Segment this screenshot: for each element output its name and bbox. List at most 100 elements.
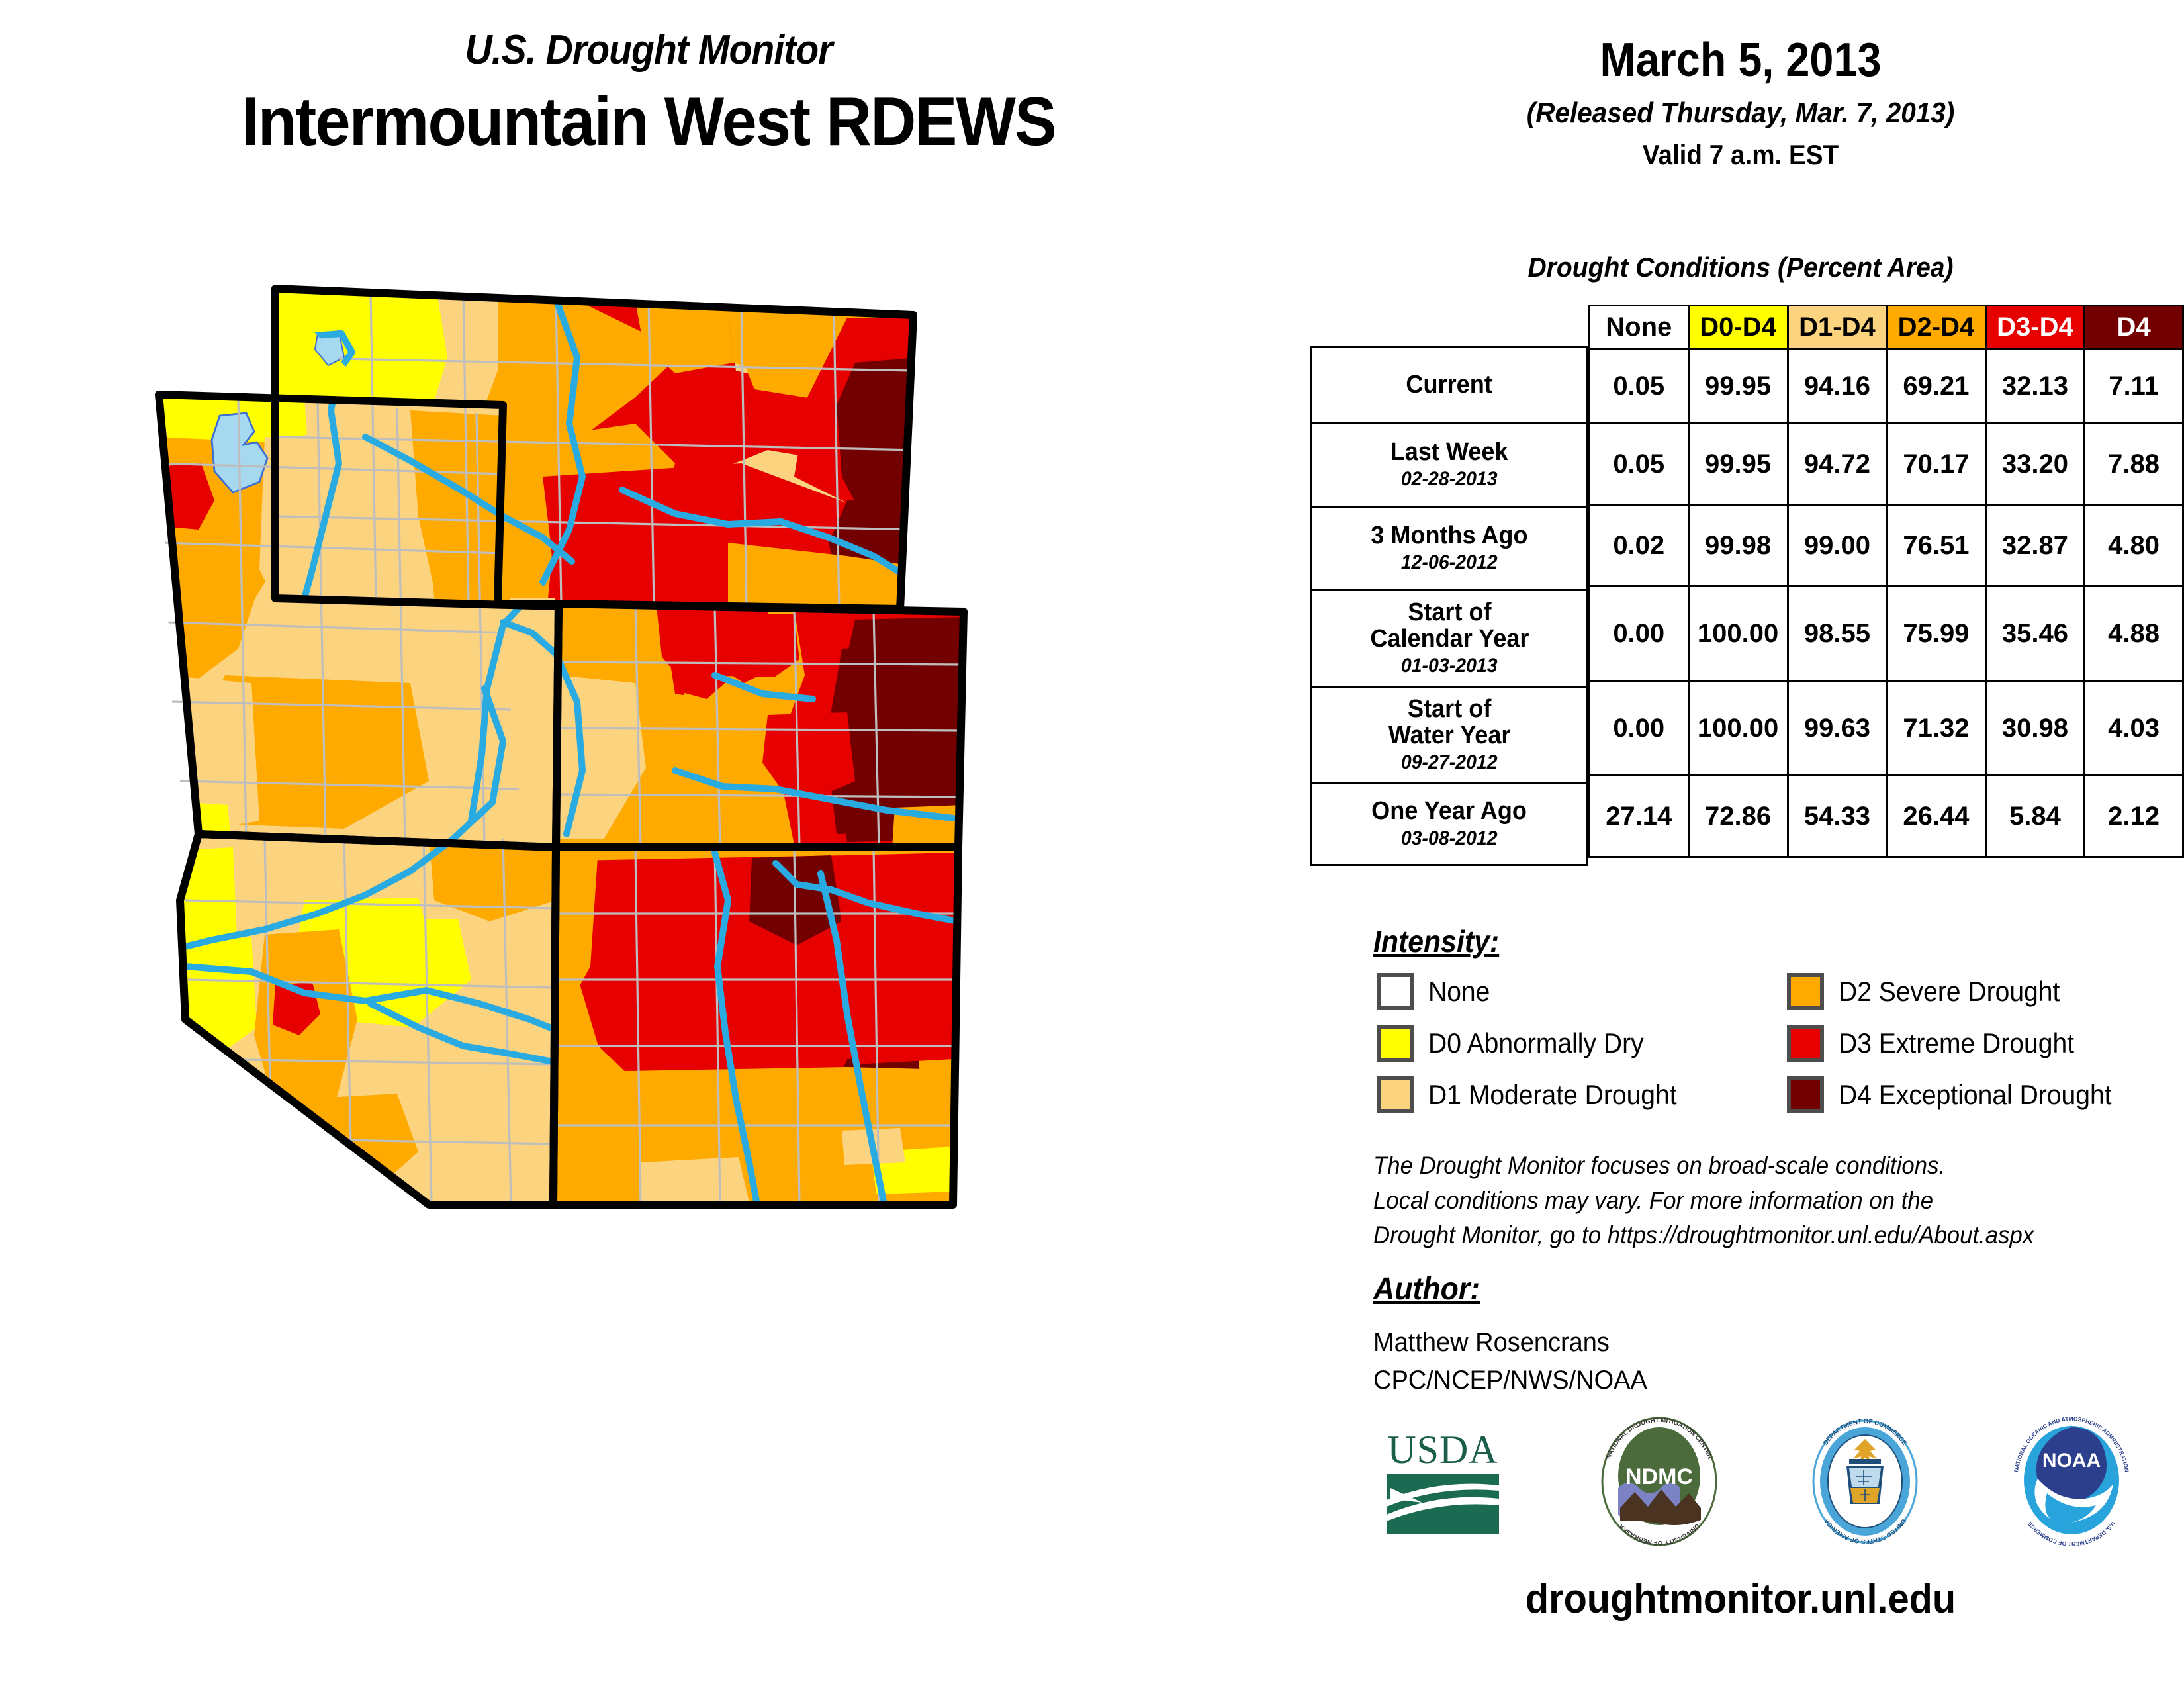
table-col-header-d2-d4: D2-D4	[1886, 305, 1987, 350]
release-date: (Released Thursday, Mar. 7, 2013)	[1526, 97, 1955, 129]
legend-swatch-d1	[1377, 1076, 1414, 1113]
table-row-label: 3 Months Ago 12-06-2012	[1310, 506, 1588, 589]
table-col-header-d0-d4: D0-D4	[1687, 305, 1789, 350]
svg-text:NDMC: NDMC	[1625, 1464, 1693, 1489]
table-row-label: One Year Ago 03-08-2012	[1310, 782, 1588, 866]
drought-map[interactable]	[106, 278, 1297, 1569]
row-label-date: 12-06-2012	[1401, 551, 1498, 574]
table-body: 0.05 99.95 94.16 69.21 32.13 7.11 0.05 99.95 94.…	[1588, 348, 2184, 858]
table-cell-d2-d4: 76.51	[1886, 504, 1987, 587]
table-caption: Drought Conditions (Percent Area)	[1527, 252, 1954, 283]
row-label-text: Start of Water Year	[1388, 694, 1511, 749]
table-cell-d4: 2.12	[2083, 774, 2184, 858]
table-cell-d2-d4: 70.17	[1886, 422, 1987, 506]
row-label-date: 09-27-2012	[1401, 751, 1498, 774]
legend-label-d0: D0 Abnormally Dry	[1428, 1027, 1644, 1058]
drought-conditions-table: None D0-D4 D1-D4 D2-D4 D3-D4 D4 0.05 99.95 94.1…	[1588, 305, 2184, 858]
author-info: Matthew Rosencrans CPC/NCEP/NWS/NOAA	[1373, 1324, 1647, 1399]
legend-item-d2: D2 Severe Drought	[1787, 973, 2077, 1010]
svg-text:USDA: USDA	[1387, 1428, 1498, 1472]
table-cell-d1-d4: 99.63	[1786, 680, 1888, 776]
partner-logos: USDA NDMC NATIONAL DROUGHT MITIGATION CE…	[1373, 1410, 2134, 1556]
legend-item-d4: D4 Exceptional Drought	[1787, 1076, 2132, 1113]
table-cell-d4: 4.80	[2083, 504, 2184, 587]
legend-item-d3: D3 Extreme Drought	[1787, 1025, 2092, 1062]
table-cell-d4: 7.11	[2083, 348, 2184, 424]
table-cell-d0-d4: 100.00	[1687, 680, 1789, 776]
table-cell-d2-d4: 75.99	[1886, 585, 1987, 682]
legend-label-d1: D1 Moderate Drought	[1428, 1079, 1677, 1110]
table-row: 0.02 99.98 99.00 76.51 32.87 4.80	[1588, 504, 2184, 587]
table-cell-d1-d4: 94.72	[1786, 422, 1888, 506]
table-cell-d3-d4: 30.98	[1984, 680, 2086, 776]
table-cell-d3-d4: 32.87	[1984, 504, 2086, 587]
author-heading: Author:	[1373, 1272, 1480, 1307]
legend-item-d1: D1 Moderate Drought	[1377, 1076, 1696, 1113]
table-cell-d0-d4: 99.95	[1687, 422, 1789, 506]
table-cell-d0-d4: 99.95	[1687, 348, 1789, 424]
table-cell-d2-d4: 69.21	[1886, 348, 1987, 424]
title-block: U.S. Drought Monitor Intermountain West …	[0, 26, 1297, 162]
table-cell-d0-d4: 99.98	[1687, 504, 1789, 587]
table-row-label: Current	[1310, 346, 1588, 422]
row-label-text: Last Week	[1390, 438, 1508, 466]
program-title: U.S. Drought Monitor	[465, 27, 833, 73]
disclaimer-line-3: Drought Monitor, go to https://droughtmo…	[1373, 1221, 2034, 1249]
legend-item-none: None	[1377, 973, 1494, 1010]
row-label-date: 02-28-2013	[1401, 468, 1498, 491]
ndmc-logo: NDMC NATIONAL DROUGHT MITIGATION CENTER …	[1596, 1415, 1722, 1551]
table-row-label-column: Current Last Week 02-28-2013 3 Months Ago 12…	[1310, 346, 1588, 866]
legend-swatch-none	[1377, 973, 1414, 1010]
legend-label-none: None	[1428, 976, 1490, 1007]
legend-label-d3: D3 Extreme Drought	[1839, 1027, 2075, 1058]
table-cell-d4: 4.03	[2083, 680, 2184, 776]
table-row: 0.00 100.00 99.63 71.32 30.98 4.03	[1588, 680, 2184, 776]
disclaimer-text: The Drought Monitor focuses on broad-sca…	[1373, 1149, 2034, 1253]
date-block: March 5, 2013 (Released Thursday, Mar. 7…	[1310, 33, 2171, 171]
table-cell-d2-d4: 71.32	[1886, 680, 1987, 776]
svg-text:NOAA: NOAA	[2042, 1450, 2101, 1472]
rivers	[177, 296, 962, 1205]
state-boundaries	[155, 285, 968, 1209]
map-date: March 5, 2013	[1600, 34, 1882, 87]
row-label-text: Start of Calendar Year	[1369, 598, 1529, 653]
noaa-logo: NOAA NATIONAL OCEANIC AND ATMOSPHERIC AD…	[2009, 1415, 2134, 1551]
table-cell-d3-d4: 32.13	[1984, 348, 2086, 424]
table-col-header-none: None	[1588, 305, 1690, 350]
disclaimer-line-2: Local conditions may vary. For more info…	[1373, 1186, 1934, 1214]
table-cell-d3-d4: 5.84	[1984, 774, 2086, 858]
table-col-header-d3-d4: D3-D4	[1984, 305, 2086, 350]
county-boundaries	[159, 291, 964, 1205]
row-label-text: One Year Ago	[1371, 797, 1527, 825]
map-state-new-mexico	[553, 847, 958, 1205]
table-cell-d1-d4: 98.55	[1786, 585, 1888, 682]
table-cell-d0-d4: 72.86	[1687, 774, 1789, 858]
row-label-text: Current	[1406, 370, 1493, 399]
disclaimer-line-1: The Drought Monitor focuses on broad-sca…	[1373, 1152, 1946, 1179]
author-affiliation: CPC/NCEP/NWS/NOAA	[1373, 1365, 1647, 1395]
table-cell-d3-d4: 33.20	[1984, 422, 2086, 506]
valid-time: Valid 7 a.m. EST	[1642, 139, 1839, 170]
table-row-label: Last Week 02-28-2013	[1310, 422, 1588, 506]
legend-swatch-d0	[1377, 1025, 1414, 1062]
table-row: 0.00 100.00 98.55 75.99 35.46 4.88	[1588, 585, 2184, 682]
table-row: 27.14 72.86 54.33 26.44 5.84 2.12	[1588, 774, 2184, 858]
table-row: 0.05 99.95 94.72 70.17 33.20 7.88	[1588, 422, 2184, 506]
map-state-utah	[159, 395, 559, 847]
table-row: 0.05 99.95 94.16 69.21 32.13 7.11	[1588, 348, 2184, 424]
row-label-text: 3 Months Ago	[1371, 521, 1528, 549]
table-cell-none: 27.14	[1588, 774, 1690, 858]
row-label-date: 03-08-2012	[1401, 827, 1498, 849]
region-title: Intermountain West RDEWS	[242, 83, 1057, 160]
site-url[interactable]: droughtmonitor.unl.edu	[1525, 1576, 1956, 1622]
table-cell-d3-d4: 35.46	[1984, 585, 2086, 682]
table-cell-d1-d4: 99.00	[1786, 504, 1888, 587]
legend-swatch-d4	[1787, 1076, 1824, 1113]
table-cell-d0-d4: 100.00	[1687, 585, 1789, 682]
legend-heading: Intensity:	[1373, 924, 1500, 959]
author-name: Matthew Rosencrans	[1373, 1328, 1610, 1357]
table-col-header-d1-d4: D1-D4	[1786, 305, 1888, 350]
table-cell-d2-d4: 26.44	[1886, 774, 1987, 858]
table-cell-d1-d4: 54.33	[1786, 774, 1888, 858]
table-row-label: Start of Water Year 09-27-2012	[1310, 686, 1588, 782]
